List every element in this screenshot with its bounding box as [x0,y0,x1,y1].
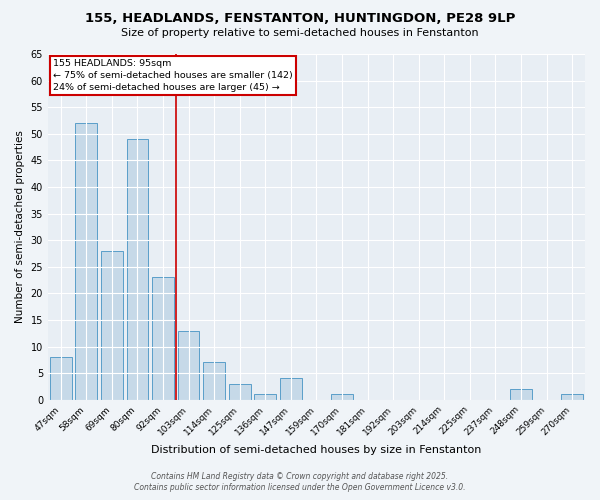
Bar [152,278,174,400]
Bar [101,251,123,400]
Bar [203,362,225,400]
Bar [280,378,302,400]
Bar [127,139,148,400]
Text: Contains HM Land Registry data © Crown copyright and database right 2025.
Contai: Contains HM Land Registry data © Crown c… [134,472,466,492]
Text: 155 HEADLANDS: 95sqm
← 75% of semi-detached houses are smaller (142)
24% of semi: 155 HEADLANDS: 95sqm ← 75% of semi-detac… [53,59,293,92]
Bar [178,330,199,400]
Text: Size of property relative to semi-detached houses in Fenstanton: Size of property relative to semi-detach… [121,28,479,38]
Bar [331,394,353,400]
Bar [50,357,71,400]
Bar [562,394,583,400]
X-axis label: Distribution of semi-detached houses by size in Fenstanton: Distribution of semi-detached houses by … [151,445,482,455]
Bar [510,389,532,400]
Y-axis label: Number of semi-detached properties: Number of semi-detached properties [15,130,25,324]
Bar [229,384,251,400]
Text: 155, HEADLANDS, FENSTANTON, HUNTINGDON, PE28 9LP: 155, HEADLANDS, FENSTANTON, HUNTINGDON, … [85,12,515,26]
Bar [76,123,97,400]
Bar [254,394,276,400]
